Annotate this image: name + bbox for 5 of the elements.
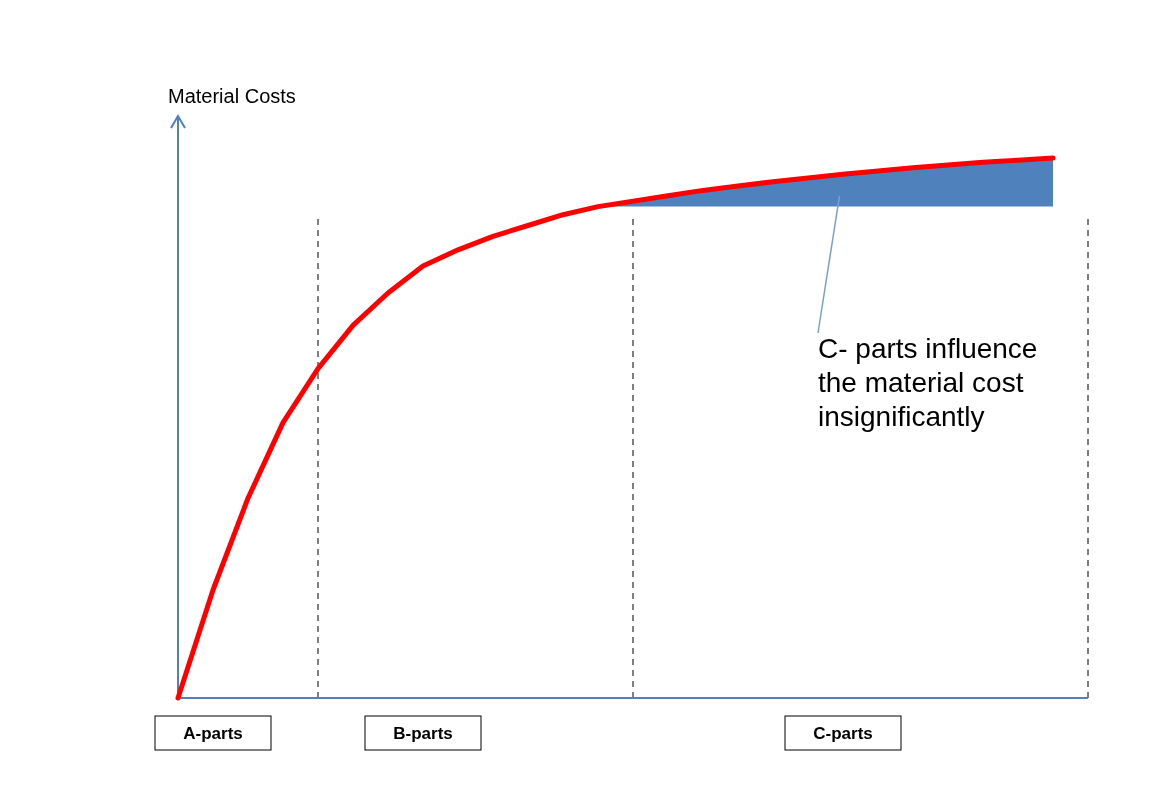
x-tick-label: B-parts: [393, 724, 453, 743]
x-tick-label: C-parts: [813, 724, 873, 743]
y-axis-title: Material Costs: [168, 85, 296, 107]
x-tick-label: A-parts: [183, 724, 243, 743]
annotation: C- parts influence the material cost insignificantly: [818, 333, 1038, 432]
